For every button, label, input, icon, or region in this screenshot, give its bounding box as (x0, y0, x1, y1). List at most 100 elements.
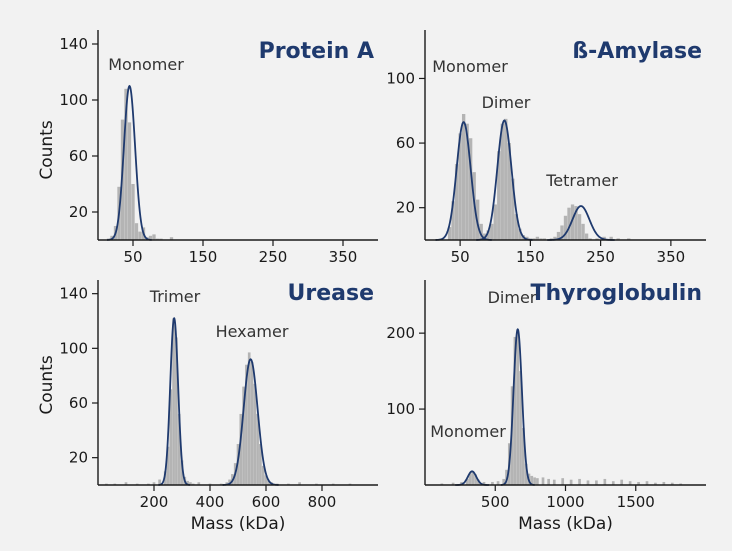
histogram-bar (166, 446, 170, 485)
histogram-bar (465, 478, 469, 485)
panel-thyroglobulin: 500 1000 1500 100 200 Thyroglobulin Monomer Dim… (386, 280, 706, 534)
histogram-bar (524, 463, 528, 485)
histogram-bar (172, 318, 175, 485)
x-tick-label: 400 (196, 493, 225, 511)
y-tick-label: 20 (69, 449, 88, 467)
histogram-bar (616, 238, 620, 240)
histogram-bar (670, 482, 674, 485)
peak-label-hexamer: Hexamer (216, 322, 289, 341)
y-tick-label: 140 (59, 35, 88, 53)
peak-label-dimer: Dimer (488, 288, 537, 307)
y-tick-label: 140 (59, 285, 88, 303)
y-tick-label: 20 (396, 199, 415, 217)
y-tick-label: 60 (69, 147, 88, 165)
y-tick-label: 100 (59, 91, 88, 109)
x-tick-label: 200 (140, 493, 169, 511)
histogram-bar (250, 362, 254, 485)
histogram-bar (637, 481, 640, 485)
histogram-bar (654, 482, 657, 485)
histogram-bar (225, 482, 229, 485)
histogram-bar (259, 444, 262, 485)
histogram-bar (447, 227, 452, 240)
x-axis-label: Mass (kDa) (191, 514, 286, 534)
histogram-bar (267, 480, 271, 485)
histogram-bar (134, 223, 139, 240)
fit-line-dimer (476, 119, 533, 241)
histogram-bar (513, 336, 517, 485)
histogram-bar (477, 479, 480, 485)
histogram-bar (131, 184, 135, 240)
histogram-bar (163, 471, 167, 485)
histogram-bar (186, 480, 189, 485)
histogram-bar (451, 201, 455, 240)
fit-line-monomer (435, 121, 492, 241)
x-tick-label: 50 (123, 248, 142, 266)
histogram-bar (482, 481, 486, 485)
panel-protein-a: 50 150 250 350 20 60 100 140 Protein A Monomer Cou… (37, 30, 378, 266)
histogram-bar (578, 478, 581, 485)
histogram-bar (530, 475, 534, 485)
histogram-bar (124, 88, 128, 240)
histogram-bar (586, 480, 590, 485)
y-axis-label: Counts (37, 355, 57, 414)
histogram-bar (497, 151, 501, 240)
x-tick-label: 1500 (617, 493, 655, 511)
y-tick-label: 100 (386, 400, 415, 418)
histogram-bar (556, 231, 561, 240)
histogram-bar (169, 237, 174, 240)
histogram-bar (264, 475, 268, 485)
peak-label-monomer: Monomer (432, 57, 508, 76)
x-tick-label: 500 (481, 493, 510, 511)
histogram-bar (491, 481, 494, 485)
y-tick-label: 200 (386, 324, 415, 342)
histogram-bar (148, 235, 153, 240)
peak-label-monomer: Monomer (430, 422, 506, 441)
histogram-bar (197, 482, 201, 485)
x-tick-label: 50 (451, 248, 470, 266)
histogram-bar (490, 223, 494, 240)
histogram-bar (561, 478, 565, 485)
histogram-bar (158, 479, 161, 485)
peak-label-monomer: Monomer (108, 55, 184, 74)
histogram-bar (479, 223, 483, 240)
y-axis-label: Counts (37, 120, 57, 179)
fit-line-monomer (107, 84, 152, 241)
histogram-bar (180, 460, 184, 485)
histogram-bar (261, 465, 265, 485)
histogram-bar (507, 143, 511, 240)
histogram-bar (539, 238, 543, 240)
histogram-bar (474, 474, 477, 485)
histogram-bar (569, 479, 573, 485)
peak-label-trimer: Trimer (149, 287, 201, 306)
y-tick-label: 20 (69, 203, 88, 221)
histogram-bar (138, 231, 142, 240)
histogram-bar (611, 481, 615, 485)
histogram-bar (461, 114, 466, 240)
histogram-bar (496, 481, 500, 485)
fit-line-dimer (500, 328, 535, 486)
histogram-bar (504, 118, 508, 240)
histogram-bar (542, 238, 547, 240)
x-tick-label: 800 (308, 493, 337, 511)
peak-label-dimer: Dimer (482, 93, 531, 112)
x-tick-label: 150 (516, 248, 545, 266)
histogram-bar (570, 204, 575, 240)
histogram-bar (581, 223, 585, 240)
histogram-bar (628, 481, 632, 485)
histogram-bar (541, 477, 545, 485)
fit-line-trimer (158, 316, 190, 486)
histogram-bar (493, 204, 497, 240)
histogram-bar (502, 478, 506, 485)
histogram-bar (239, 413, 243, 485)
histogram-bar (247, 352, 251, 485)
histogram-bar (440, 483, 444, 485)
histogram-bar (627, 238, 631, 240)
histogram-bar (533, 477, 536, 485)
histogram-bar (189, 482, 192, 485)
histogram-bar (242, 386, 245, 485)
histogram-bar (595, 238, 599, 240)
histogram-bar (454, 164, 459, 240)
histogram-bar (620, 479, 624, 485)
y-tick-label: 100 (386, 69, 415, 87)
